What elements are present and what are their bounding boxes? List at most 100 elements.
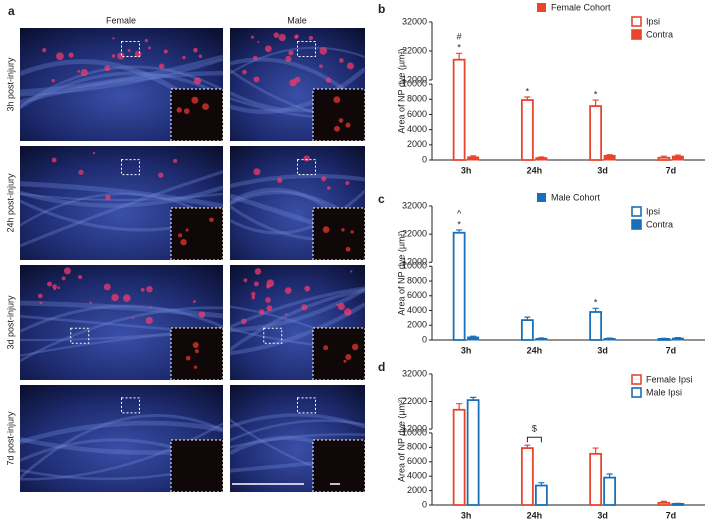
panel-label: b [378,2,385,16]
panel-label: d [378,360,385,374]
tissue-layer [19,54,224,95]
error-bar [592,307,599,312]
x-tick-label: 24h [527,345,543,355]
legend-label: Female Ipsi [646,374,693,384]
dye-spot [53,287,57,291]
dye-spot [257,41,260,44]
legend-label: Ipsi [646,206,660,216]
inset-cell [194,349,199,354]
tissue-layer [229,67,367,114]
error-bar [606,154,613,156]
dye-spot [278,33,286,42]
dye-spot [339,58,344,63]
error-bar [456,229,463,233]
tissue-layer [229,173,366,189]
bar [603,476,617,506]
dye-spot [308,35,314,41]
legend-swatch [631,374,642,385]
micrographs [19,28,367,493]
inset-cell [180,239,187,246]
inset [312,207,366,261]
bracket [526,436,542,443]
panel-label: c [378,192,385,206]
dye-spot [77,70,81,73]
dye-spot [253,55,258,61]
title-swatch [537,3,546,12]
inset-cell [191,96,199,104]
x-tick-label: 24h [527,510,543,520]
roi-box [297,397,316,414]
dye-spot [131,316,134,320]
y-tick-label: 4000 [407,471,427,481]
dye-spot [78,169,84,175]
roi-box [297,41,316,58]
annotation: * [457,43,461,53]
dye-spot [103,283,111,291]
y-tick-label: 22000 [402,229,427,239]
dye-spot [319,47,328,55]
inset-cell [185,355,191,361]
bar [452,408,466,506]
dye-spot [111,54,116,58]
dye-spot [140,288,145,292]
annotation: * [526,86,530,96]
error-bar [538,156,545,158]
bar [671,155,684,161]
row-label: 3d post-injury [5,295,15,350]
dye-spot [51,157,57,163]
y-tick-label: 8000 [407,275,427,285]
dye-spot [146,286,153,293]
bar [589,105,603,161]
inset-cell [345,246,351,252]
error-bar [524,316,531,321]
annotation: ^ [457,208,462,218]
dye-spot [289,79,297,87]
dye-spot [192,300,196,304]
bar [603,338,616,341]
bar [520,447,534,506]
y-tick-label: 12000 [402,257,427,267]
dye-spot [252,295,255,298]
inset-cell [333,96,341,104]
tissue-layer [19,58,224,97]
y-tick-label: 4000 [407,124,427,134]
inset-cell [345,122,351,128]
dye-spot [266,305,273,312]
dye-spot [144,38,148,43]
annotation: # [457,32,462,42]
dye-spot [37,293,43,299]
dye-spot [265,45,272,53]
bar [657,156,671,161]
dye-spot [52,284,57,289]
y-tick-label: 0 [422,499,427,509]
row-label: 7d post-injury [5,411,15,466]
bar [671,337,684,341]
row-label: 3h post-injury [5,57,15,112]
tissue-layer [19,300,224,319]
tissue-layer [228,288,366,351]
dye-spot [253,76,260,83]
dye-spot [173,158,178,163]
column-header: Male [287,15,307,25]
tissue-layer [229,433,366,449]
dye-spot [182,55,186,60]
tissue-layer [19,181,224,209]
y-tick-label: 8000 [407,442,427,452]
bar [534,484,548,506]
error-bar [592,99,599,107]
tissue-layer [19,420,224,445]
y-tick-label: 10000 [402,427,427,437]
dye-spot [147,46,151,50]
legend-swatch [631,16,642,27]
tissue-layer [229,413,366,429]
bar [671,503,685,506]
dye-spot [294,34,299,39]
dye-spot [122,294,131,302]
bar [520,99,534,161]
error-bar [524,96,531,101]
y-tick-label: 22000 [402,396,427,406]
dye-spot [127,48,131,52]
bar [657,501,671,506]
dye-spot [56,52,64,61]
inset-cell [350,230,354,234]
